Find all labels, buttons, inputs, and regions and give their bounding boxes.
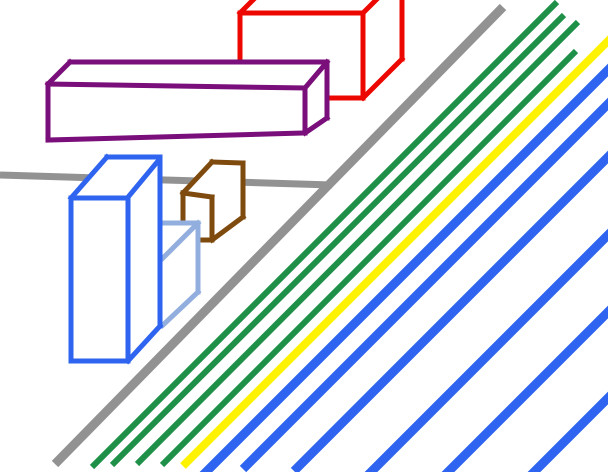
blue-stripe-3 (290, 150, 608, 472)
blue-box (67, 153, 164, 365)
green-stripe-3 (134, 19, 581, 467)
blue-stripe-2 (239, 97, 608, 472)
lightblue-box (157, 219, 202, 329)
green-stripe-1 (89, 0, 560, 470)
blue-stripe-6 (527, 391, 608, 472)
green-stripe-4 (159, 48, 579, 468)
blue-stripe-4 (364, 228, 608, 472)
purple-box (44, 58, 331, 143)
blue-stripe-1 (199, 63, 608, 472)
gray-horizontal-line (0, 171, 333, 189)
green-stripe-2 (109, 12, 567, 468)
blue-stripe-5 (441, 305, 608, 472)
gray-diagonal-line (51, 3, 507, 468)
yellow-stripe (180, 35, 608, 469)
